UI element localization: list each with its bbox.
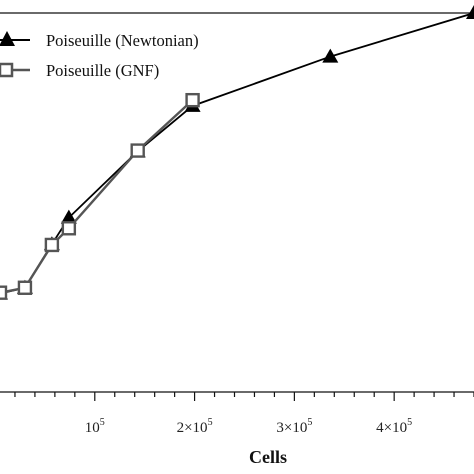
data-point-gnf: [130, 143, 145, 158]
legend-triangle-marker: [0, 31, 15, 46]
x-tick-label: 4×105: [376, 417, 412, 436]
x-axis-title: Cells: [249, 447, 287, 467]
legend: Poiseuille (Newtonian) Poiseuille (GNF): [0, 31, 199, 80]
x-tick-label: 3×105: [276, 417, 312, 436]
data-point-newtonian: [60, 209, 77, 224]
legend-entry-gnf: Poiseuille (GNF): [0, 61, 159, 80]
legend-square-marker: [0, 62, 14, 78]
data-point-newtonian: [322, 48, 339, 63]
legend-label-newtonian: Poiseuille (Newtonian): [46, 31, 199, 50]
x-tick-label: 2×105: [177, 417, 213, 436]
data-point-newtonian: [466, 5, 474, 19]
data-point-gnf: [61, 221, 77, 236]
data-point-gnf: [0, 285, 8, 300]
legend-entry-newtonian: Poiseuille (Newtonian): [0, 31, 199, 50]
series-layer: [0, 5, 474, 300]
data-point-gnf: [185, 92, 200, 108]
legend-label-gnf: Poiseuille (GNF): [46, 61, 159, 80]
data-point-gnf: [44, 237, 60, 253]
x-ticks: 105 2×105 3×105 4×105: [14, 392, 474, 436]
x-tick-label: 105: [85, 417, 105, 436]
data-point-gnf: [17, 280, 33, 295]
